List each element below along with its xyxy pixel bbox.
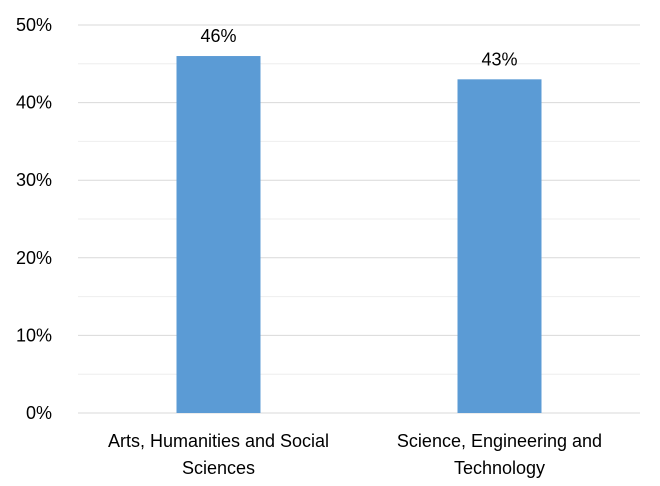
y-tick-label: 30% [16, 170, 52, 190]
x-category-label-line: Science, Engineering and [397, 431, 602, 451]
bar [457, 79, 542, 413]
x-category-label-line: Arts, Humanities and Social [108, 431, 329, 451]
y-tick-label: 40% [16, 93, 52, 113]
bar-data-label: 46% [200, 26, 236, 46]
bar [176, 56, 261, 413]
label-layer: 0% 10% 20% 30% 40% 50% 46% Arts, Humanities and… [16, 15, 602, 478]
y-tick-label: 50% [16, 15, 52, 35]
x-category-label-line: Technology [454, 458, 545, 478]
y-tick-label: 20% [16, 248, 52, 268]
x-category-label: Arts, Humanities and Social Sciences [108, 431, 329, 478]
bar-data-label: 43% [481, 49, 517, 69]
y-tick-label: 10% [16, 325, 52, 345]
bar-layer [176, 56, 542, 413]
y-tick-label: 0% [26, 403, 52, 423]
grid-layer [78, 24, 640, 414]
x-category-label-line: Sciences [182, 458, 255, 478]
x-category-label: Science, Engineering and Technology [397, 431, 602, 478]
